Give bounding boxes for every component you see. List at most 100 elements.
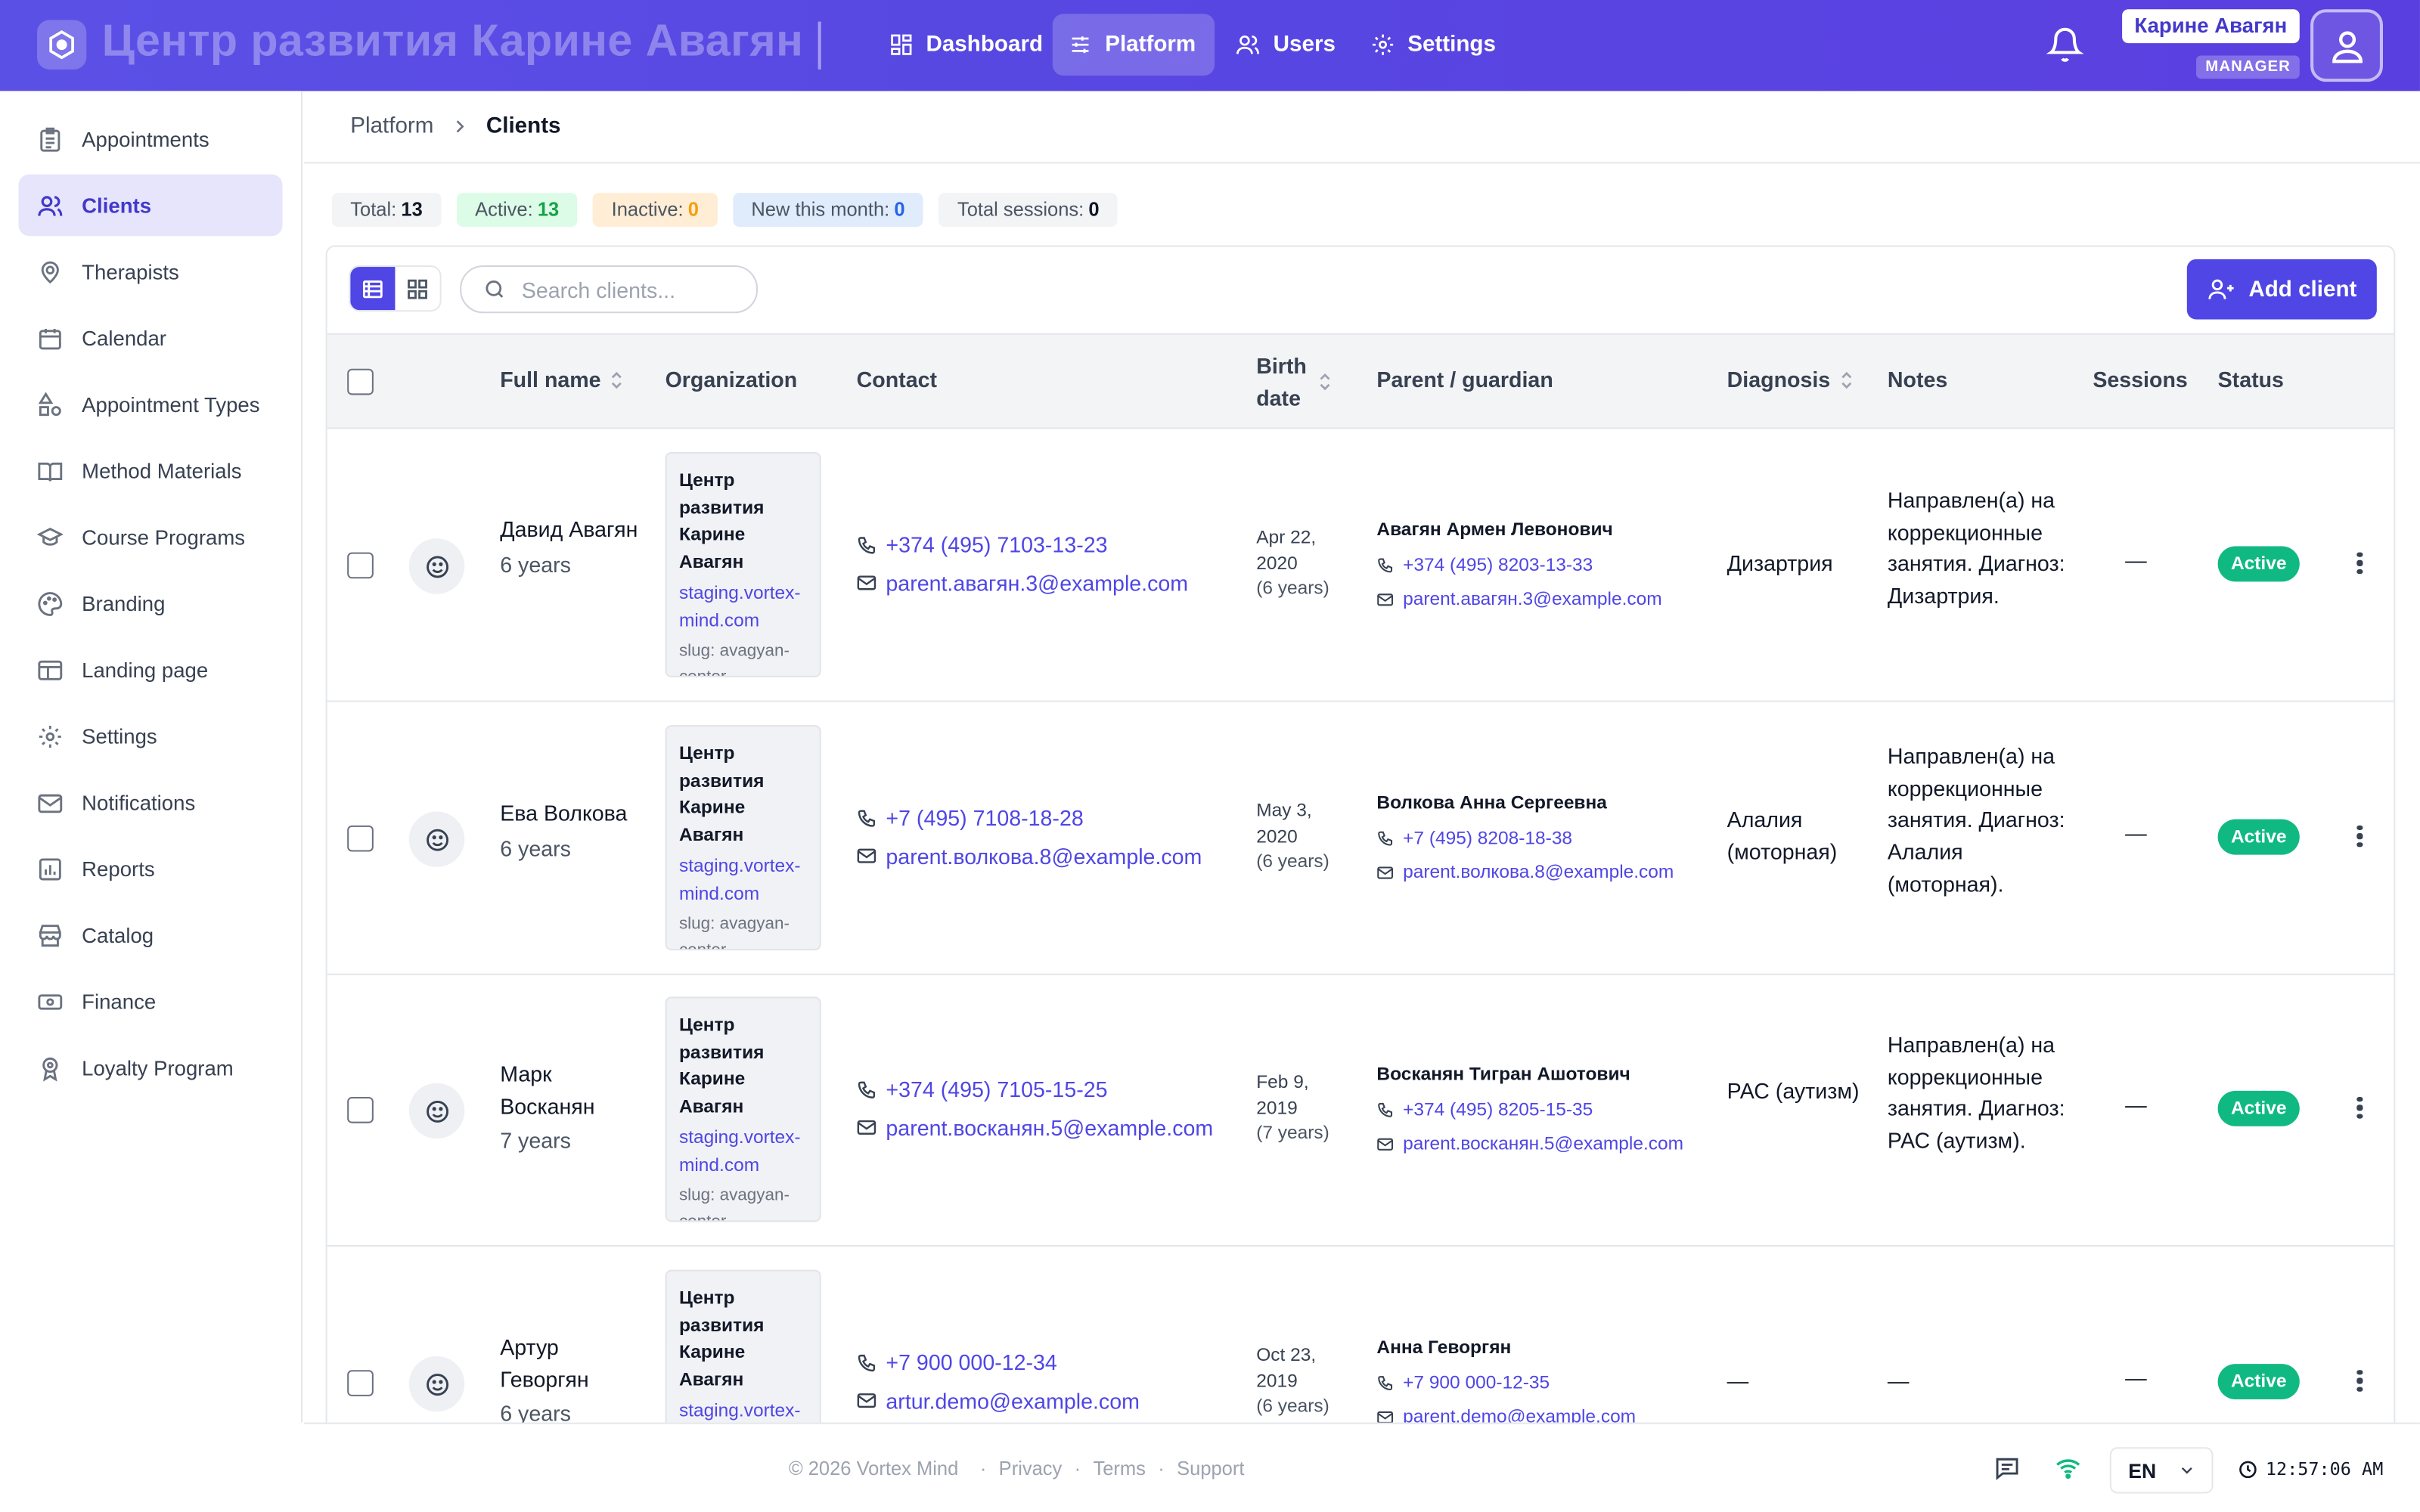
- client-name[interactable]: Марк Восканян: [500, 1061, 595, 1118]
- client-name[interactable]: Давид Авагян: [500, 516, 638, 542]
- footer-link-terms[interactable]: Terms: [1093, 1458, 1146, 1480]
- palette-icon: [38, 591, 63, 615]
- parent-phone[interactable]: +7 (495) 8208-18-38: [1376, 821, 1674, 855]
- table-row[interactable]: Давид Авагян 6 years Центр развития Карине…: [327, 429, 2394, 702]
- sidebar-item-reports[interactable]: Reports: [18, 838, 282, 900]
- sidebar-item-catalog[interactable]: Catalog: [18, 904, 282, 966]
- sidebar-item-label: Reports: [82, 857, 155, 881]
- client-name-cell[interactable]: Артур Геворгян 6 years: [500, 1331, 639, 1425]
- row-checkbox[interactable]: [347, 552, 374, 579]
- header-full-name[interactable]: Full name: [500, 367, 624, 392]
- row-checkbox[interactable]: [347, 825, 374, 852]
- contact-email[interactable]: parent.волкова.8@example.com: [857, 837, 1202, 875]
- header-birth-date[interactable]: Birth date: [1256, 350, 1345, 414]
- client-name-cell[interactable]: Ева Волкова 6 years: [500, 798, 639, 860]
- language-select[interactable]: EN: [2109, 1447, 2214, 1494]
- client-name-cell[interactable]: Давид Авагян 6 years: [500, 514, 639, 577]
- client-age: 6 years: [500, 1401, 571, 1426]
- client-name[interactable]: Ева Волкова: [500, 801, 628, 826]
- table-row[interactable]: Ева Волкова 6 years Центр развития Карине …: [327, 702, 2394, 975]
- list-view-button[interactable]: [350, 267, 396, 311]
- contact-phone[interactable]: +7 900 000-12-34: [857, 1344, 1140, 1382]
- row-menu-icon[interactable]: [2352, 823, 2367, 850]
- breadcrumb: Platform Clients: [304, 91, 2420, 164]
- sidebar-item-course-programs[interactable]: Course Programs: [18, 506, 282, 568]
- nav-dashboard[interactable]: Dashboard: [873, 14, 1061, 76]
- row-menu-icon[interactable]: [2352, 1094, 2367, 1122]
- clock-time: 12:57:06 AM: [2265, 1458, 2384, 1480]
- contact-cell: +374 (495) 7105-15-25 parent.восканян.5@e…: [857, 1070, 1214, 1146]
- parent-cell: Авагян Армен Левонович +374 (495) 8203-13…: [1376, 516, 1661, 616]
- contact-phone[interactable]: +374 (495) 7105-15-25: [857, 1070, 1214, 1108]
- header-diagnosis[interactable]: Diagnosis: [1727, 367, 1854, 392]
- sessions-count: —: [2125, 1365, 2147, 1390]
- notifications-bell-icon[interactable]: [2046, 26, 2084, 71]
- table-row[interactable]: Марк Восканян 7 years Центр развития Карин…: [327, 974, 2394, 1247]
- user-plus-icon: [2208, 279, 2234, 299]
- org-url[interactable]: staging.vortex-mind.com: [678, 854, 801, 903]
- client-age: 6 years: [500, 551, 571, 577]
- parent-phone[interactable]: +7 900 000-12-35: [1376, 1365, 1636, 1399]
- footer-link-privacy[interactable]: Privacy: [998, 1458, 1063, 1480]
- nav-users[interactable]: Users: [1219, 14, 1354, 76]
- org-url[interactable]: staging.vortex-mind.com: [678, 581, 801, 631]
- sidebar-item-calendar[interactable]: Calendar: [18, 307, 282, 369]
- parent-email-text: parent.авагян.3@example.com: [1403, 587, 1662, 610]
- sidebar-item-appointments[interactable]: Appointments: [18, 108, 282, 170]
- client-name-cell[interactable]: Марк Восканян 7 years: [500, 1058, 639, 1152]
- sidebar-item-finance[interactable]: Finance: [18, 971, 282, 1033]
- nav-platform[interactable]: Platform: [1052, 14, 1215, 76]
- parent-phone[interactable]: +374 (495) 8203-13-33: [1376, 547, 1661, 581]
- sidebar-item-notifications[interactable]: Notifications: [18, 771, 282, 833]
- sort-icon: [612, 370, 622, 389]
- org-url[interactable]: staging.vortex-mind.com: [678, 1126, 801, 1176]
- sidebar-item-landing-page[interactable]: Landing page: [18, 639, 282, 701]
- brand-logo-icon[interactable]: [36, 20, 87, 70]
- bar-chart-icon: [39, 857, 61, 880]
- birth-date: May 3, 2020: [1256, 799, 1312, 847]
- sidebar-item-therapists[interactable]: Therapists: [18, 240, 282, 302]
- parent-email[interactable]: parent.волкова.8@example.com: [1376, 855, 1674, 889]
- sidebar-item-method-materials[interactable]: Method Materials: [18, 440, 282, 502]
- header-sessions: Sessions: [2093, 367, 2187, 392]
- select-all-checkbox[interactable]: [347, 368, 374, 395]
- user-name[interactable]: Карине Авагян: [2122, 9, 2300, 44]
- contact-email[interactable]: parent.восканян.5@example.com: [857, 1108, 1213, 1146]
- clock-icon: [2239, 1460, 2257, 1478]
- parent-email[interactable]: parent.авагян.3@example.com: [1376, 581, 1662, 615]
- row-menu-icon[interactable]: [2352, 1367, 2367, 1395]
- parent-cell: Волкова Анна Сергеевна +7 (495) 8208-18-3…: [1376, 789, 1674, 889]
- parent-phone[interactable]: +374 (495) 8205-15-35: [1376, 1092, 1683, 1126]
- contact-phone[interactable]: +7 (495) 7108-18-28: [857, 799, 1202, 837]
- sidebar-item-branding[interactable]: Branding: [18, 572, 282, 634]
- footer-link-support[interactable]: Support: [1177, 1458, 1245, 1480]
- sidebar-item-settings[interactable]: Settings: [18, 705, 282, 767]
- sidebar-item-appointment-types[interactable]: Appointment Types: [18, 373, 282, 435]
- contact-email[interactable]: parent.авагян.3@example.com: [857, 564, 1188, 602]
- graduation-cap-icon: [36, 527, 64, 545]
- parent-cell: Восканян Тигран Ашотович +374 (495) 8205-…: [1376, 1060, 1683, 1160]
- contact-email[interactable]: artur.demo@example.com: [857, 1382, 1140, 1420]
- table-row[interactable]: Артур Геворгян 6 years Центр развития Кари…: [327, 1247, 2394, 1432]
- breadcrumb-platform[interactable]: Platform: [350, 114, 434, 139]
- grid-view-button[interactable]: [395, 267, 439, 310]
- sidebar-item-clients[interactable]: Clients: [18, 174, 283, 237]
- nav-settings[interactable]: Settings: [1355, 14, 1515, 76]
- contact-phone[interactable]: +374 (495) 7103-13-23: [857, 526, 1188, 564]
- clock: 12:57:06 AM: [2238, 1458, 2384, 1480]
- row-checkbox[interactable]: [347, 1370, 374, 1396]
- chat-icon[interactable]: [1994, 1455, 2021, 1489]
- sidebar-item-label: Appointment Types: [82, 392, 260, 416]
- sidebar-item-loyalty-program[interactable]: Loyalty Program: [18, 1036, 282, 1098]
- row-checkbox[interactable]: [347, 1097, 374, 1123]
- stat-active: Active: 13: [456, 193, 578, 227]
- search-input[interactable]: [521, 277, 738, 302]
- row-menu-icon[interactable]: [2352, 550, 2367, 578]
- user-avatar[interactable]: [2310, 9, 2383, 82]
- birth-age: (6 years): [1256, 577, 1329, 599]
- parent-email-text: parent.волкова.8@example.com: [1403, 860, 1674, 883]
- parent-email[interactable]: parent.восканян.5@example.com: [1376, 1126, 1683, 1160]
- client-name[interactable]: Артур Геворгян: [500, 1334, 589, 1391]
- notes: Направлен(а) на коррекционные занятия. Д…: [1887, 743, 2065, 897]
- add-client-button[interactable]: Add client: [2186, 259, 2377, 320]
